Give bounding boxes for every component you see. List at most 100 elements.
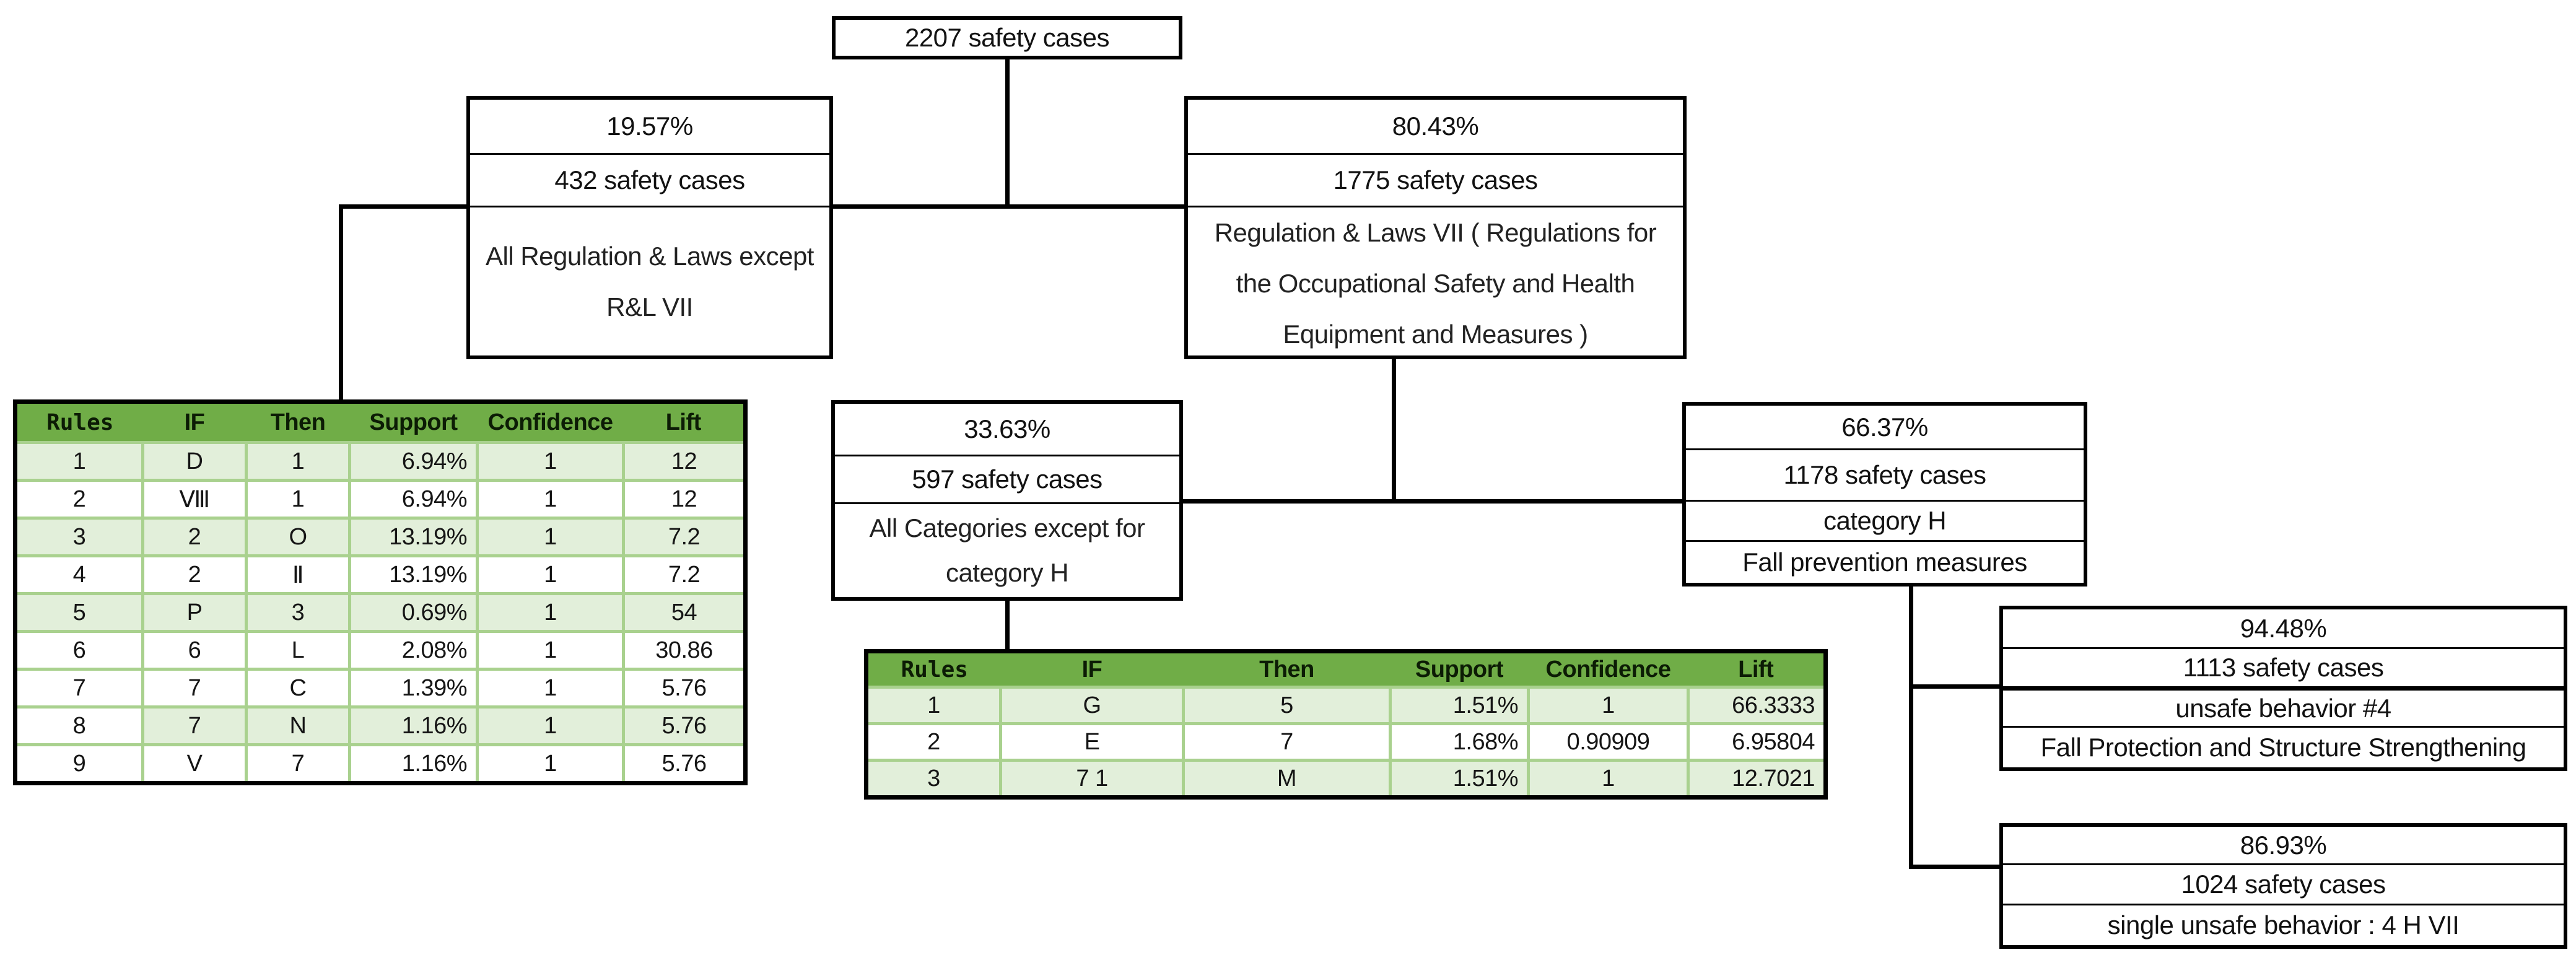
cell: 12 xyxy=(622,479,747,520)
cell: 2 xyxy=(865,722,1002,762)
percent-label: 33.63% xyxy=(964,414,1050,443)
cell: 7 xyxy=(141,668,248,709)
connector-left-branch-horizontal xyxy=(339,204,466,209)
description-label: Regulation & Laws VII ( Regulations for … xyxy=(1188,206,1683,360)
cell: 6.94% xyxy=(348,441,479,482)
node-single-unsafe-behavior: 86.93% 1024 safety cases single unsafe b… xyxy=(1999,823,2567,949)
table-row: 2 Ⅷ 1 6.94% 1 12 xyxy=(14,479,747,520)
cell: 6.95804 xyxy=(1687,722,1827,762)
cell: 30.86 xyxy=(622,630,747,671)
case-count-label: 432 safety cases xyxy=(470,153,829,206)
column-header-confidence: Confidence xyxy=(477,401,624,444)
cell: P xyxy=(141,592,248,633)
cell: 1.51% xyxy=(1389,759,1530,799)
cell: 1.16% xyxy=(348,705,479,746)
table-row: 9 V 7 1.16% 1 5.76 xyxy=(14,743,747,785)
cell: 1 xyxy=(476,630,625,671)
table-row: 4 2 Ⅱ 13.19% 1 7.2 xyxy=(14,554,747,595)
cell: 1 xyxy=(476,479,625,520)
description-label: All Categories except for category H xyxy=(835,502,1179,597)
description-line: category H xyxy=(945,558,1069,587)
cell: 7 xyxy=(14,668,144,709)
connector-category-h-trunk xyxy=(1909,585,1913,869)
percent-label: 94.48% xyxy=(2240,613,2327,643)
cell: 6 xyxy=(14,630,144,671)
association-rules-table-middle: Rules IF Then Support Confidence Lift 1 G 5 1.51%… xyxy=(864,649,1828,800)
column-header-lift: Lift xyxy=(623,401,746,444)
description-line: Regulation & Laws VII ( Regulations for xyxy=(1214,218,1657,247)
description-line: Equipment and Measures ) xyxy=(1283,320,1588,349)
connector-unsafe-behavior-horizontal xyxy=(1909,684,2002,689)
cell: G xyxy=(999,686,1185,725)
percent-label: 66.37% xyxy=(1841,412,1928,442)
cell: 7 xyxy=(1182,722,1392,762)
cell: 1 xyxy=(865,686,1002,725)
cell: 5 xyxy=(14,592,144,633)
cell: O xyxy=(245,517,351,557)
cell: 0.69% xyxy=(348,592,479,633)
cell: 1 xyxy=(476,592,625,633)
connector-left-table-vertical xyxy=(339,204,343,404)
cell: N xyxy=(245,705,351,746)
cell: 7 1 xyxy=(999,759,1185,799)
cell: 3 xyxy=(865,759,1002,799)
case-count-label: 1178 safety cases xyxy=(1686,448,2084,500)
cell: 1 xyxy=(476,517,625,557)
cell: 9 xyxy=(14,743,144,785)
cell: 7.2 xyxy=(622,517,747,557)
cell: 13.19% xyxy=(348,554,479,595)
column-header-then: Then xyxy=(1183,651,1391,689)
table-row: 5 P 3 0.69% 1 54 xyxy=(14,592,747,633)
cell: 7 xyxy=(141,705,248,746)
node-other-categories: 33.63% 597 safety cases All Categories e… xyxy=(831,400,1183,601)
cell: 3 xyxy=(14,517,144,557)
column-header-rules: Rules xyxy=(15,401,143,444)
cell: 6 xyxy=(141,630,248,671)
cell: 2.08% xyxy=(348,630,479,671)
cell: Ⅷ xyxy=(141,479,248,520)
table-row: 8 7 N 1.16% 1 5.76 xyxy=(14,705,747,746)
cell: D xyxy=(141,441,248,482)
measures-label: Fall Protection and Structure Strengthen… xyxy=(2003,726,2564,767)
cell: 66.3333 xyxy=(1687,686,1827,725)
description-line: All Regulation & Laws except xyxy=(486,241,814,271)
column-header-confidence: Confidence xyxy=(1528,651,1688,689)
description-line: the Occupational Safety and Health xyxy=(1236,269,1635,298)
cell: 12.7021 xyxy=(1687,759,1827,799)
cell: 1 xyxy=(14,441,144,482)
cell: V xyxy=(141,743,248,785)
cell: 1 xyxy=(476,668,625,709)
connector-right-branch-vertical xyxy=(1392,358,1396,503)
cell: 5.76 xyxy=(622,705,747,746)
behavior-label: single unsafe behavior : 4 H VII xyxy=(2003,904,2564,945)
cell: 1 xyxy=(476,441,625,482)
percent-label: 80.43% xyxy=(1392,111,1479,141)
description-line: All Categories except for xyxy=(869,513,1145,543)
cell: 1 xyxy=(1527,759,1690,799)
column-header-if: IF xyxy=(1000,651,1184,689)
column-header-support: Support xyxy=(1390,651,1529,689)
cell: E xyxy=(999,722,1185,762)
case-count-label: 2207 safety cases xyxy=(904,23,1110,52)
case-count-label: 597 safety cases xyxy=(835,455,1179,502)
behavior-label: unsafe behavior #4 xyxy=(2003,686,2564,726)
cell: 1.39% xyxy=(348,668,479,709)
association-rules-table-left: Rules IF Then Support Confidence Lift 1 D 1 6.94%… xyxy=(13,399,748,785)
cell: 1.51% xyxy=(1389,686,1530,725)
percent-label: 86.93% xyxy=(2240,830,2327,860)
cell: 0.90909 xyxy=(1527,722,1690,762)
table-row: 1 G 5 1.51% 1 66.3333 xyxy=(865,686,1827,725)
cell: C xyxy=(245,668,351,709)
table-header-row: Rules IF Then Support Confidence Lift xyxy=(866,651,1826,689)
table-row: 3 2 O 13.19% 1 7.2 xyxy=(14,517,747,557)
cell: 6.94% xyxy=(348,479,479,520)
category-label: category H xyxy=(1686,500,2084,540)
cell: 2 xyxy=(141,517,248,557)
connector-root-vertical xyxy=(1005,58,1010,209)
node-regulation-laws-vii: 80.43% 1775 safety cases Regulation & La… xyxy=(1184,96,1687,359)
node-other-regulations: 19.57% 432 safety cases All Regulation &… xyxy=(466,96,833,359)
cell: 13.19% xyxy=(348,517,479,557)
cell: 5.76 xyxy=(622,668,747,709)
cell: 1 xyxy=(1527,686,1690,725)
